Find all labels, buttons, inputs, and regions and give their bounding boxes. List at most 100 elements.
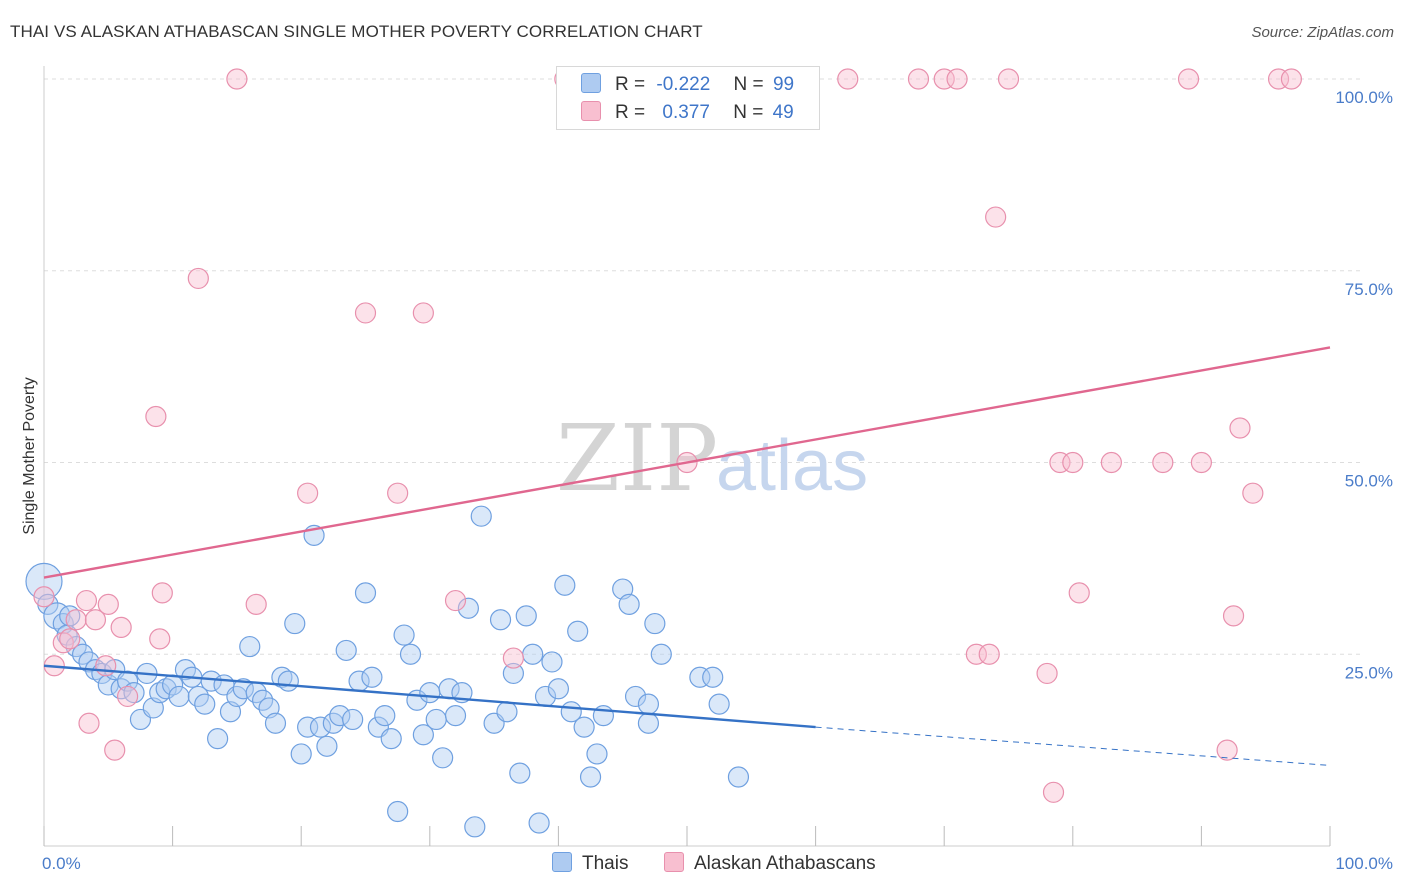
thai-point	[284, 612, 306, 635]
thai-point	[194, 693, 216, 715]
alaskan-r-value: 0.377	[662, 102, 710, 123]
alaskan-point	[354, 302, 377, 324]
bottom-thai-label: Thais	[582, 853, 629, 874]
thai-point	[309, 716, 332, 738]
thai-point	[207, 728, 229, 750]
alaskan-point	[75, 589, 98, 612]
thai-point	[425, 708, 447, 731]
alaskan-point	[104, 739, 126, 761]
thai-point	[200, 670, 222, 692]
alaskan-point	[1229, 417, 1251, 439]
thai-point	[393, 624, 415, 646]
alaskan-point	[1152, 451, 1174, 474]
alaskan-n-label: N =	[733, 102, 764, 123]
bottom-thai-swatch	[552, 852, 572, 872]
watermark: ZIP atlas	[556, 405, 868, 512]
thai-point	[528, 812, 550, 834]
alaskan-point	[65, 609, 87, 631]
alaskan-point	[245, 593, 267, 615]
alaskan-point	[1049, 451, 1071, 474]
thai-point	[335, 639, 357, 662]
thai-point	[354, 582, 377, 604]
thai-trend-line	[43, 664, 816, 729]
alaskan-point	[187, 267, 209, 290]
y-tick-label: 75.0%	[1345, 280, 1393, 299]
thai-point	[239, 635, 261, 658]
thai-point	[496, 701, 518, 723]
thai-point	[547, 678, 570, 700]
thai-point	[25, 562, 63, 600]
thai-point	[573, 716, 595, 738]
thai-point	[708, 693, 730, 715]
thai-point	[374, 705, 396, 727]
alaskan-trend-line	[43, 346, 1331, 579]
thai-point	[264, 712, 287, 734]
alaskan-point	[444, 589, 467, 612]
thai-point	[541, 651, 563, 673]
thai-point	[727, 766, 750, 788]
y-tick-label: 25.0%	[1345, 663, 1393, 682]
alaskan-n-value: 49	[772, 102, 794, 123]
alaskan-point	[837, 68, 859, 90]
thai-point	[554, 574, 576, 596]
alaskan-point	[1042, 781, 1065, 803]
y-axis-label: Single Mother Poverty	[21, 377, 38, 534]
alaskan-point	[502, 647, 524, 669]
thai-point	[432, 747, 454, 769]
thai-point	[380, 728, 402, 750]
y-tick-label: 50.0%	[1345, 472, 1393, 491]
alaskan-point	[1267, 68, 1290, 90]
thai-point	[509, 762, 531, 784]
thai-point	[637, 712, 660, 734]
x-tick-label: 100.0%	[1335, 854, 1393, 873]
thai-n-label: N =	[733, 74, 764, 95]
thai-point	[586, 743, 608, 765]
thai-point	[123, 681, 145, 704]
alaskan-point	[946, 68, 968, 90]
alaskan-point	[1222, 605, 1245, 627]
thai-r-label: R =	[615, 74, 646, 95]
thai-point	[618, 593, 640, 615]
source-credit: Source: ZipAtlas.com	[1251, 24, 1394, 41]
alaskan-point	[149, 628, 171, 650]
x-tick-label: 0.0%	[42, 854, 81, 873]
legend-row-alaskan: R = 0.377 N = 49	[581, 101, 794, 129]
watermark-atlas: atlas	[716, 426, 868, 506]
thai-point	[419, 681, 441, 704]
alaskan-point	[1280, 68, 1303, 90]
tick-labels: 25.0% 50.0% 75.0% 100.0% 0.0% 100.0%	[42, 88, 1393, 873]
axes	[43, 66, 1331, 847]
alaskan-point	[110, 616, 132, 639]
alaskan-r-label: R =	[615, 102, 646, 123]
thai-n-value: 99	[772, 74, 795, 95]
alaskan-point	[59, 628, 81, 650]
alaskan-point	[95, 655, 117, 677]
alaskan-point	[978, 643, 1000, 665]
thai-point	[689, 666, 711, 688]
thai-point	[297, 716, 319, 738]
correlation-legend: R = -0.222 N = 99 R = 0.377 N = 49	[556, 66, 820, 130]
thai-point	[650, 643, 672, 665]
thai-point	[387, 800, 409, 823]
thai-point	[155, 678, 177, 700]
alaskan-point	[52, 632, 74, 654]
thai-point	[567, 620, 589, 642]
bottom-legend-thai: Thais	[552, 852, 628, 875]
thai-point	[277, 670, 299, 692]
alaskan-point	[412, 302, 434, 324]
thai-point	[232, 678, 254, 700]
thai-point	[290, 743, 312, 765]
thai-point	[464, 816, 486, 838]
thai-point	[489, 609, 512, 631]
thai-point	[522, 643, 544, 665]
thai-point	[168, 685, 190, 708]
thai-r-value: -0.222	[656, 74, 711, 95]
thai-swatch	[581, 73, 601, 93]
alaskan-point	[933, 68, 955, 90]
alaskan-point	[1062, 451, 1084, 474]
grid-lines	[44, 78, 1362, 655]
alaskan-point	[1242, 482, 1264, 504]
alaskan-point	[78, 712, 100, 734]
thai-point	[502, 662, 524, 685]
